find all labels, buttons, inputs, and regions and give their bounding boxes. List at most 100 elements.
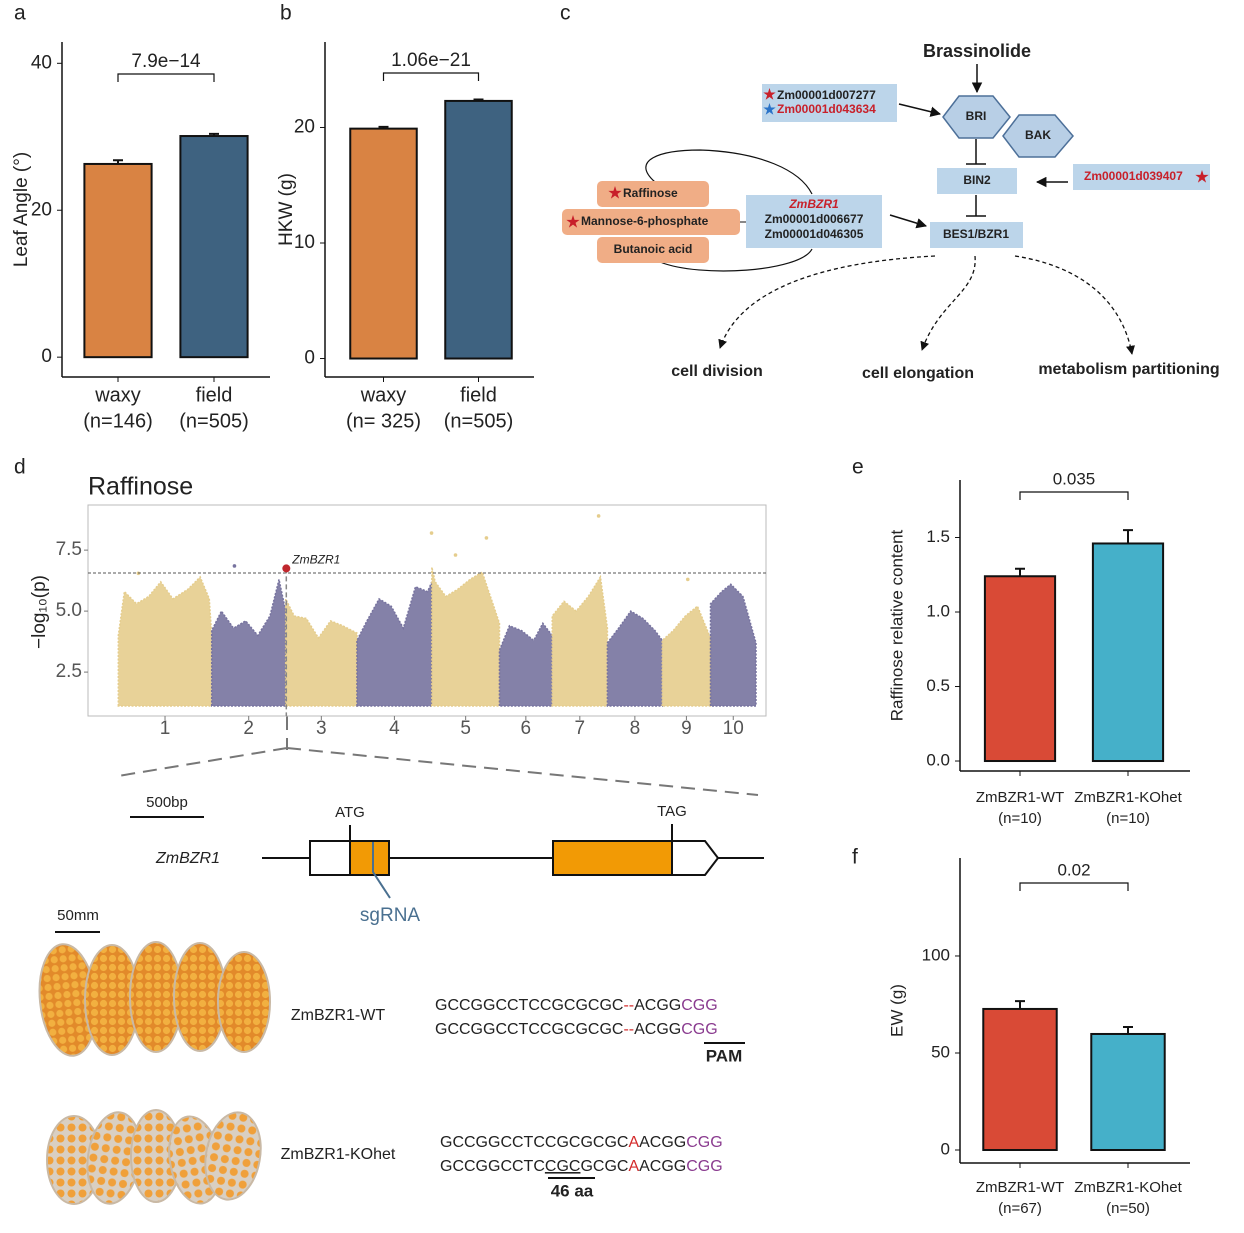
receptor-label: BAK — [1025, 128, 1051, 142]
utr — [309, 840, 351, 876]
x-tick-label: 3 — [316, 718, 327, 739]
tf-box — [930, 222, 1023, 248]
y-axis-label: Leaf Angle (°) — [11, 152, 32, 267]
x-tick-label: ZmBZR1-KOhet — [1074, 1179, 1182, 1196]
y-tick-label: 50 — [931, 1042, 950, 1061]
error-bar — [1123, 1025, 1133, 1034]
error-bar — [1015, 1000, 1025, 1009]
bar — [982, 1007, 1058, 1152]
genotype: ZmBZR1-KOhet — [281, 1146, 396, 1163]
snp-point — [453, 553, 458, 557]
scale-label: 50mm — [57, 907, 99, 924]
x-tick-label: 10 — [723, 718, 744, 739]
category-note: (n=50) — [1106, 1200, 1150, 1217]
snp-density — [284, 598, 358, 707]
y-tick-label: 20 — [294, 116, 315, 137]
x-tick-label: field — [196, 384, 233, 406]
ear — [217, 951, 271, 1053]
exon — [349, 840, 390, 876]
category-note: (n=67) — [998, 1200, 1042, 1217]
sequence-segment: ACGG — [639, 1158, 686, 1175]
zoom-lines — [117, 716, 759, 796]
bar — [83, 162, 153, 359]
category-note: (n=10) — [1106, 810, 1150, 827]
arrow — [898, 103, 942, 117]
category-note: (n=10) — [998, 810, 1042, 827]
y-tick-label: 2.5 — [56, 661, 82, 682]
exon — [552, 840, 673, 876]
snp-density — [661, 605, 712, 707]
gene-id: Zm00001d046305 — [765, 227, 864, 241]
y-tick-label: 100 — [922, 945, 950, 964]
tf: BES1/BZR1 — [943, 227, 1009, 241]
sequence-segment: -- — [623, 1021, 634, 1038]
sequence-segment: GCCGGCCTC — [440, 1158, 545, 1175]
x-tick-label: waxy — [360, 384, 407, 406]
loop — [645, 149, 813, 272]
snp-density — [709, 583, 757, 707]
y-tick-label: 0.5 — [926, 676, 950, 695]
snp-density — [210, 579, 287, 707]
arrow — [889, 214, 928, 229]
p-value: 0.035 — [1053, 469, 1096, 488]
ear-photos: 50mm ZmBZR1-WT ZmBZR1-KOhet — [38, 907, 396, 1205]
x-tick-label: 1 — [160, 718, 171, 739]
error-bar — [1015, 567, 1025, 577]
p-value: 1.06e−21 — [391, 50, 471, 71]
snp-density — [498, 621, 553, 707]
kinase: BIN2 — [963, 173, 991, 187]
sequence-segment: ACGG — [639, 1134, 686, 1151]
pam-label: PAM — [706, 1046, 743, 1065]
category-note: (n=505) — [179, 410, 249, 432]
dashed-arrow — [1014, 255, 1135, 355]
x-tick-label: 5 — [460, 718, 471, 739]
y-tick-label: 20 — [31, 199, 52, 220]
gene-id: Zm00001d007277 — [777, 88, 876, 102]
snp-density — [431, 567, 501, 707]
x-tick-label: 6 — [521, 718, 532, 739]
x-tick-label: waxy — [94, 384, 141, 406]
x-tick-label: ZmBZR1-KOhet — [1074, 789, 1182, 806]
sequence: GCCGGCCTCCGCGCGC--ACGGCGG — [435, 997, 718, 1014]
sequence: GCCGGCCTCCGCGCGCAACGGCGG — [440, 1134, 723, 1151]
metabolite: Raffinose — [623, 186, 678, 200]
error-bar — [113, 159, 123, 164]
error-bar — [473, 98, 484, 101]
y-axis-label: HKW (g) — [276, 173, 297, 246]
error-bar — [209, 132, 219, 137]
gene-id: Zm00001d006677 — [765, 212, 864, 226]
receptor — [1002, 114, 1074, 158]
sequence-segment: CGG — [686, 1134, 722, 1151]
dashed-arrow — [718, 255, 936, 349]
bar — [179, 135, 249, 359]
metabolite: Butanoic acid — [614, 242, 693, 256]
error-bar — [378, 125, 389, 129]
ko-ears — [46, 1109, 262, 1205]
genotype: ZmBZR1-WT — [291, 1007, 385, 1024]
lead-snp — [282, 564, 291, 573]
y-axis-label: EW (g) — [887, 984, 906, 1037]
gene-box — [746, 195, 882, 248]
gene-name: ZmBZR1 — [155, 850, 220, 867]
significance-bracket — [382, 72, 480, 81]
sequence-segment: A — [628, 1134, 639, 1151]
panel-label: e — [852, 456, 864, 479]
sequence-segment: CGG — [681, 997, 717, 1014]
x-tick-label: 7 — [575, 718, 586, 739]
gene-box — [762, 84, 897, 122]
deletion-label: 46 aa — [551, 1181, 594, 1200]
panel-label: c — [560, 2, 571, 25]
start-codon: ATG — [335, 804, 365, 821]
p-value: 0.02 — [1057, 860, 1090, 879]
p-value: 7.9e−14 — [131, 51, 201, 72]
category-note: (n=146) — [83, 410, 153, 432]
wt-ears — [38, 941, 271, 1057]
gene-model: 500bp ZmBZR1 ATG TAG sgRNA — [117, 716, 764, 926]
dashed-arrow — [920, 255, 976, 351]
sequence: GCCGGCCTCCGCGCGCAACGGCGG — [440, 1158, 723, 1175]
y-axis-label: Raffinose relative content — [887, 529, 906, 721]
sgrna-label: sgRNA — [360, 905, 421, 926]
sequence-segment: GCCGGCCTCCGCGCGC — [440, 1134, 628, 1151]
sequence-segment: GCCGGCCTCCGCGCGC — [435, 1021, 623, 1038]
outcome: cell division — [671, 363, 763, 380]
